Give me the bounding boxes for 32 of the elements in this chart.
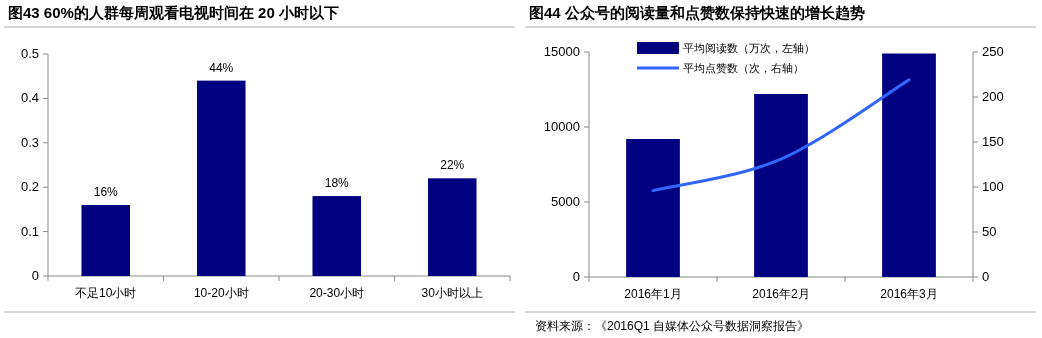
y-tick-label: 0.3 xyxy=(20,134,39,150)
x-tick-label: 20-30小时 xyxy=(309,286,365,300)
chart-title: 图43 60%的人群每周观看电视时间在 20 小时以下 xyxy=(8,4,339,21)
text: 资料来源：《2016Q1 自媒体公众号数据洞察报告》 xyxy=(535,319,810,333)
legend-label: 平均点赞数（次，右轴） xyxy=(683,62,804,74)
y2-tick-label: 50 xyxy=(982,224,997,239)
legend-label: 平均阅读数（万次，左轴） xyxy=(683,42,815,54)
x-tick-label: 30小时以上 xyxy=(421,286,483,300)
y-tick-label: 0.1 xyxy=(20,223,39,239)
y-tick-label: 0 xyxy=(31,268,39,283)
x-tick-label: 2016年2月 xyxy=(752,287,810,301)
y-tick-label: 5000 xyxy=(551,194,580,209)
x-tick-label: 10-20小时 xyxy=(193,286,249,300)
y2-tick-label: 200 xyxy=(982,89,1004,104)
y-tick-label: 0.2 xyxy=(20,179,39,195)
x-tick-label: 2016年1月 xyxy=(624,287,682,301)
data-label: 22% xyxy=(440,158,465,173)
y2-tick-label: 0 xyxy=(982,269,990,284)
y-tick-label: 0.5 xyxy=(20,46,39,61)
y-tick-label: 15000 xyxy=(543,44,580,59)
y-tick-label: 10000 xyxy=(543,119,580,134)
y2-tick-label: 250 xyxy=(982,44,1004,59)
data-label: 16% xyxy=(93,184,119,199)
x-tick-label: 2016年3月 xyxy=(880,287,938,301)
data-label: 44% xyxy=(209,60,234,75)
chart-title: 图44 公众号的阅读量和点赞数保持快速的增长趋势 xyxy=(529,4,865,21)
y-tick-label: 0 xyxy=(572,269,580,284)
y2-tick-label: 100 xyxy=(982,179,1004,194)
data-label: 18% xyxy=(324,176,350,191)
y-tick-label: 0.4 xyxy=(20,90,39,106)
x-tick-label: 不足10小时 xyxy=(75,286,137,300)
y2-tick-label: 150 xyxy=(982,134,1004,149)
